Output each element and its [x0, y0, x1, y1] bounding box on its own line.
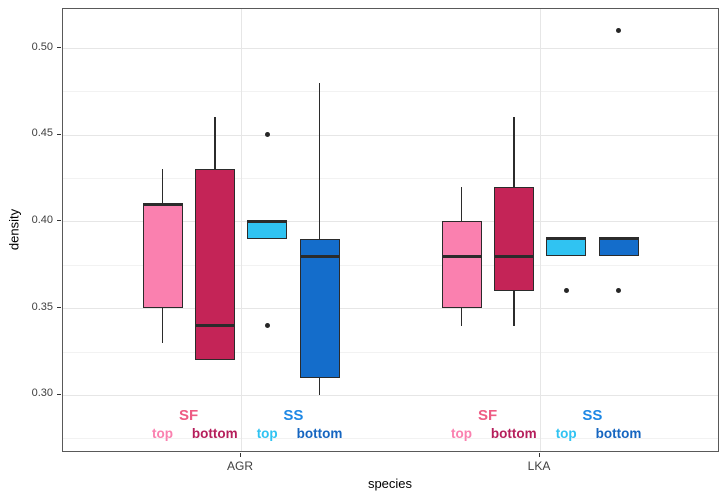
boxplot-AGR-sf_top-lower-whisker: [161, 308, 164, 343]
group-label-ss-AGR: SS: [283, 407, 304, 424]
boxplot-LKA-sf_bottom-upper-whisker: [513, 117, 515, 187]
boxplot-AGR-ss_top-outlier: [264, 323, 270, 329]
boxplot-AGR-sf_top-upper-whisker: [161, 169, 164, 205]
layer-label-sf-bottom-LKA: bottom: [490, 426, 537, 441]
boxplot-LKA-ss_bottom-outlier: [616, 28, 621, 34]
boxplot-LKA-ss_bottom-outlier: [616, 288, 621, 294]
y-tick-mark: [57, 220, 61, 222]
boxplot-LKA-sf_bottom-box: [493, 186, 534, 291]
y-tick-label: 0.35: [31, 300, 53, 313]
plot-panel: SF top bottom SS top bottom SF top bottom SS top bo…: [62, 8, 719, 452]
boxplot-AGR-ss_top-median: [247, 219, 288, 223]
gridline-minor: [63, 438, 718, 440]
gridline-major: [63, 308, 718, 310]
y-tick-label: 0.50: [31, 40, 53, 53]
gridline-major: [63, 221, 718, 223]
boxplot-AGR-ss_top-outlier: [264, 132, 270, 138]
boxplot-LKA-ss_top-outlier: [563, 288, 569, 294]
x-axis-title: species: [367, 476, 413, 491]
boxplot-LKA-sf_top-upper-whisker: [460, 186, 463, 222]
boxplot-LKA-sf_bottom-median: [493, 254, 534, 258]
x-tick-label-LKA: LKA: [527, 459, 551, 473]
layer-label-ss-bottom-AGR: bottom: [296, 426, 343, 441]
gridline-minor: [63, 91, 718, 93]
y-axis-title: density: [6, 208, 22, 251]
gridline-vertical-AGR: [241, 9, 242, 451]
layer-label-ss-bottom-LKA: bottom: [595, 426, 642, 441]
x-tick-mark: [240, 453, 241, 457]
boxplot-AGR-sf_top-median: [142, 202, 183, 206]
x-tick-label-AGR: AGR: [226, 459, 253, 473]
boxplot-LKA-ss_bottom-median: [598, 237, 639, 241]
y-tick-label: 0.40: [31, 213, 53, 226]
boxplot-AGR-ss_bottom-lower-whisker: [318, 377, 321, 395]
boxplot-LKA-sf_top-lower-whisker: [460, 308, 463, 326]
boxplot-AGR-sf_top-box: [142, 204, 183, 309]
layer-label-ss-top-LKA: top: [555, 426, 577, 441]
boxplot-LKA-ss_top-median: [546, 237, 587, 241]
gridline-minor: [63, 351, 718, 353]
group-label-sf-LKA: SF: [478, 407, 498, 424]
y-tick-mark: [57, 133, 61, 135]
gridline-vertical-LKA: [540, 9, 541, 451]
gridline-major: [63, 134, 718, 136]
boxplot-LKA-sf_top-median: [441, 254, 482, 258]
layer-label-sf-top-LKA: top: [451, 426, 472, 441]
group-label-sf-AGR: SF: [179, 407, 199, 424]
group-label-ss-LKA: SS: [582, 407, 603, 424]
layer-label-sf-bottom-AGR: bottom: [191, 426, 238, 441]
x-tick-mark: [539, 453, 540, 457]
boxplot-LKA-sf_bottom-lower-whisker: [513, 290, 515, 326]
boxplot-AGR-ss_bottom-upper-whisker: [318, 82, 321, 239]
layer-label-sf-top-AGR: top: [152, 426, 173, 441]
layer-label-ss-top-AGR: top: [256, 426, 278, 441]
y-tick-label: 0.30: [31, 387, 53, 400]
gridline-major: [63, 394, 718, 396]
boxplot-LKA-ss_top-box: [546, 238, 587, 257]
boxplot-AGR-sf_bottom-box: [194, 169, 235, 361]
boxplot-AGR-ss_top-box: [247, 221, 288, 239]
gridline-minor: [63, 178, 718, 180]
gridline-minor: [63, 264, 718, 266]
y-tick-mark: [57, 47, 61, 49]
y-tick-mark: [57, 393, 61, 395]
boxplot-AGR-sf_bottom-median: [194, 324, 235, 328]
boxplot-AGR-ss_bottom-median: [299, 254, 340, 258]
y-tick-mark: [57, 307, 61, 309]
boxplot-AGR-ss_bottom-box: [299, 238, 340, 378]
y-tick-label: 0.45: [31, 127, 53, 140]
boxplot-LKA-sf_top-box: [441, 221, 482, 309]
gridline-major: [63, 48, 718, 50]
boxplot-LKA-ss_bottom-box: [598, 238, 639, 257]
boxplot-AGR-sf_bottom-upper-whisker: [214, 117, 216, 170]
